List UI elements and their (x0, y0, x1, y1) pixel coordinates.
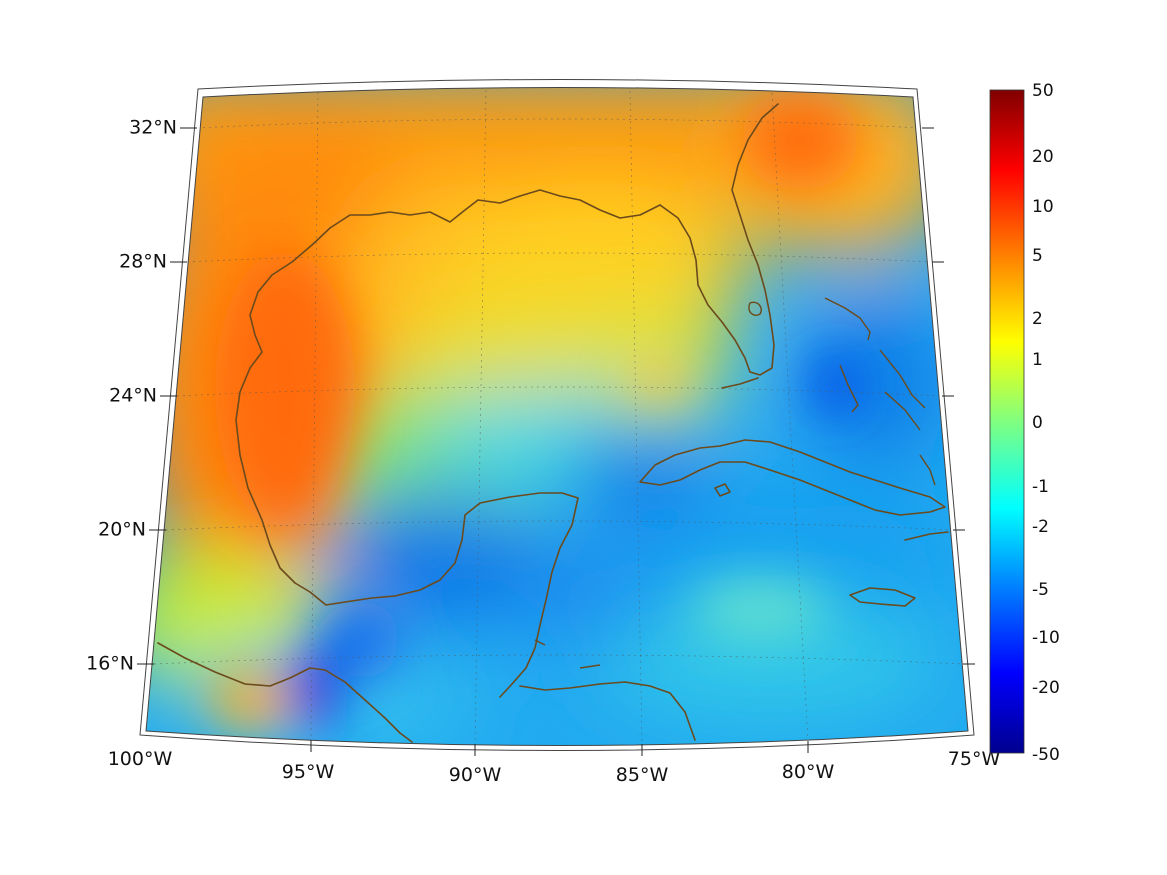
lat-label-24n: 24°N (109, 385, 157, 407)
data-field (146, 87, 968, 746)
cuba-coast-line (639, 439, 946, 516)
colorbar-label-neg50: -50 (1032, 745, 1060, 765)
coastlines (157, 103, 949, 743)
lon-label-85w: 85°W (616, 764, 669, 786)
colorbar-label-50: 50 (1032, 81, 1054, 101)
central-america-coast-line (157, 642, 413, 743)
colorbar-label-neg10: -10 (1032, 628, 1060, 648)
lat-label-28n: 28°N (119, 251, 167, 273)
colorbar-label-2: 2 (1032, 309, 1043, 329)
colorbar: 50 20 10 5 2 1 0 -1 -2 -5 -10 -20 -50 (989, 81, 1060, 765)
jamaica-coast-line (849, 587, 916, 607)
lat-label-32n: 32°N (129, 117, 177, 139)
lon-label-75w: 75°W (948, 748, 1001, 770)
florida-coast-line (659, 103, 779, 376)
latitude-labels: 32°N 28°N 24°N 20°N 16°N (86, 117, 177, 675)
lat-label-16n: 16°N (86, 653, 134, 675)
lon-label-80w: 80°W (782, 761, 835, 783)
gulf-coast-line (235, 189, 661, 698)
colorbar-label-neg20: -20 (1032, 678, 1060, 698)
colorbar-gradient (989, 89, 1025, 754)
lon-label-100w: 100°W (108, 748, 173, 770)
colorbar-label-10: 10 (1032, 197, 1054, 217)
colorbar-label-0: 0 (1032, 413, 1043, 433)
graticule (153, 89, 964, 745)
lat-label-20n: 20°N (98, 519, 146, 541)
colorbar-label-neg5: -5 (1032, 580, 1049, 600)
map-frame (137, 79, 975, 756)
colorbar-label-20: 20 (1032, 147, 1054, 167)
colorbar-label-1: 1 (1032, 350, 1043, 370)
lon-label-90w: 90°W (449, 764, 502, 786)
colorbar-label-5: 5 (1032, 246, 1043, 266)
colorbar-label-neg1: -1 (1032, 477, 1049, 497)
longitude-labels: 100°W 95°W 90°W 85°W 80°W 75°W (108, 748, 1001, 786)
lon-label-95w: 95°W (282, 761, 335, 783)
colorbar-label-neg2: -2 (1032, 517, 1049, 537)
